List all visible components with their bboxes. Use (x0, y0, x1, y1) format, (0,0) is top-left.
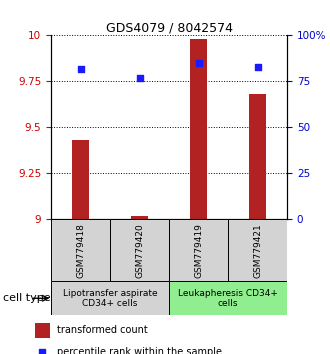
Bar (110, 219, 169, 281)
Title: GDS4079 / 8042574: GDS4079 / 8042574 (106, 21, 233, 34)
Text: GSM779421: GSM779421 (253, 223, 262, 278)
Point (40, 349, 45, 354)
Bar (169, 281, 287, 315)
Point (137, 75, 142, 81)
Point (255, 64, 260, 69)
Text: Leukapheresis CD34+
cells: Leukapheresis CD34+ cells (178, 289, 278, 308)
Text: cell type: cell type (3, 293, 51, 303)
Bar (249, 94, 266, 219)
Point (78, 66, 83, 72)
Text: percentile rank within the sample: percentile rank within the sample (57, 347, 222, 354)
Text: Lipotransfer aspirate
CD34+ cells: Lipotransfer aspirate CD34+ cells (63, 289, 157, 308)
Bar (51, 219, 110, 281)
Text: transformed count: transformed count (57, 325, 148, 336)
Point (196, 60, 201, 66)
Bar (169, 219, 228, 281)
Bar (228, 219, 287, 281)
Text: GSM779420: GSM779420 (135, 223, 144, 278)
Text: GSM779419: GSM779419 (194, 223, 203, 278)
Bar (190, 39, 207, 219)
Bar (72, 140, 89, 219)
Bar (51, 281, 169, 315)
Bar (35, 323, 50, 338)
Bar (131, 216, 148, 219)
Text: GSM779418: GSM779418 (76, 223, 85, 278)
